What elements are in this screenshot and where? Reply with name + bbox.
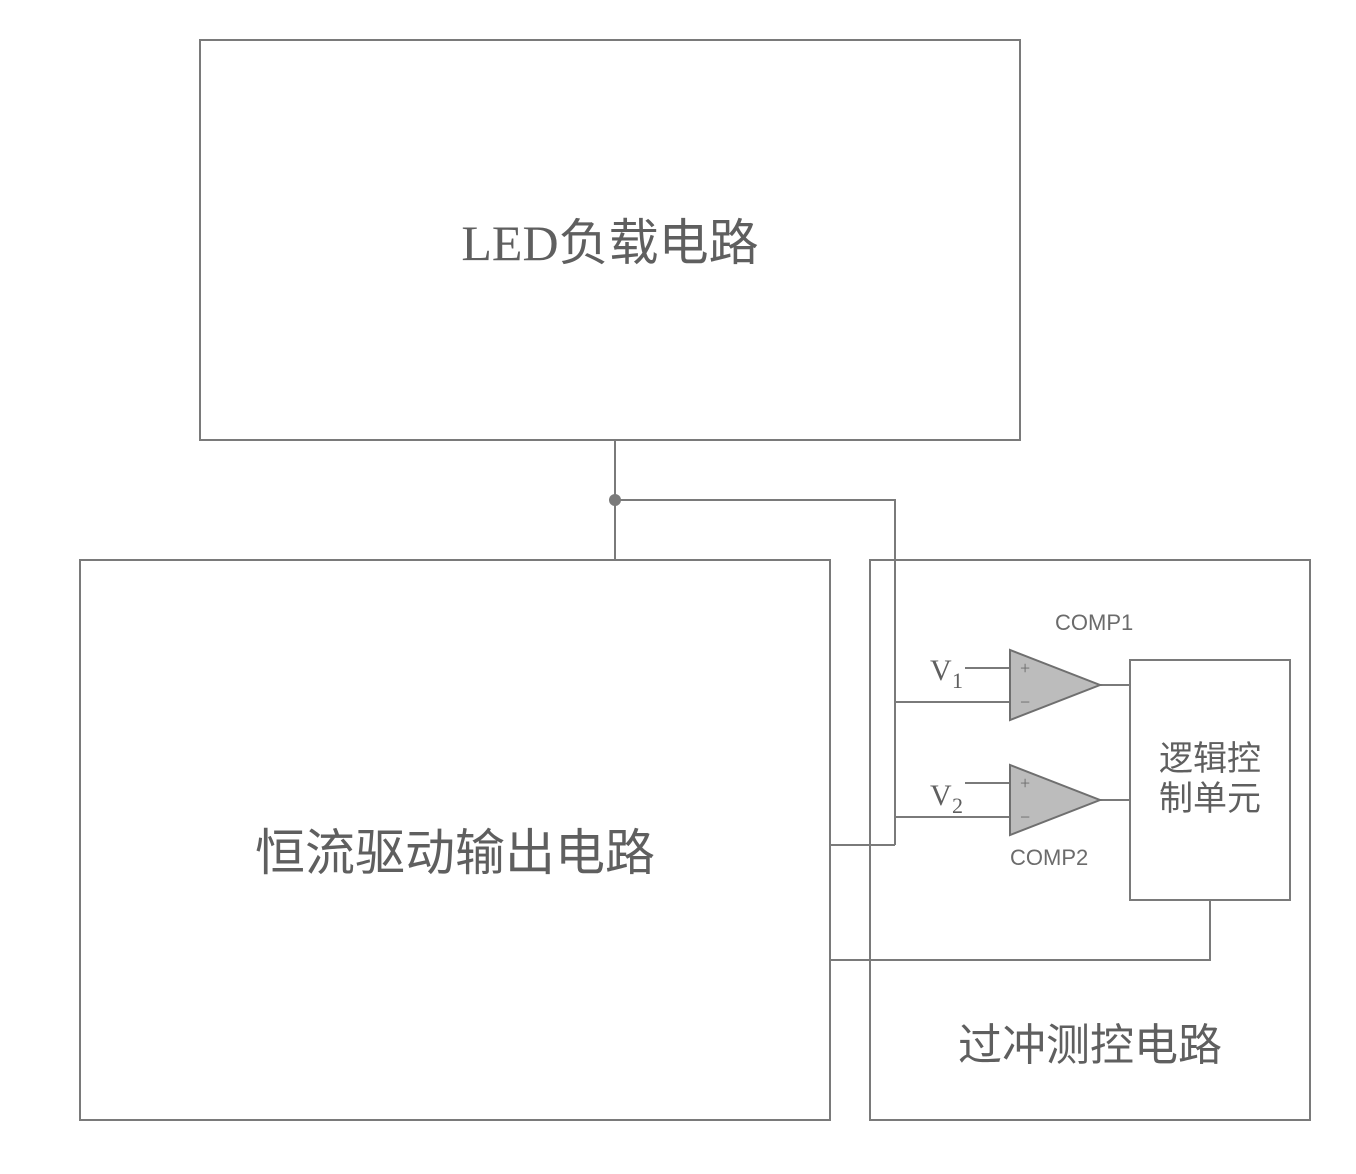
comparator-c2-plus: +	[1020, 773, 1030, 793]
logic-box	[1130, 660, 1290, 900]
comparator-c1-minus: −	[1020, 692, 1030, 712]
label-v1_pre: V	[930, 654, 952, 687]
label-over: 过冲测控电路	[958, 1021, 1222, 1070]
comparator-c1-plus: +	[1020, 658, 1030, 678]
label-logic_l2: 制单元	[1159, 781, 1261, 818]
label-v1_sub: 1	[952, 668, 963, 693]
comparator-c2-minus: −	[1020, 807, 1030, 827]
label-v2_sub: 2	[952, 793, 963, 818]
label-comp2: COMP2	[1010, 845, 1088, 870]
wire-feedback	[830, 900, 1210, 960]
label-comp1: COMP1	[1055, 610, 1133, 635]
label-driver: 恒流驱动输出电路	[255, 825, 655, 881]
label-v2_pre: V	[930, 779, 952, 812]
label-led: LED负载电路	[461, 215, 758, 271]
label-logic_l1: 逻辑控	[1159, 740, 1261, 778]
